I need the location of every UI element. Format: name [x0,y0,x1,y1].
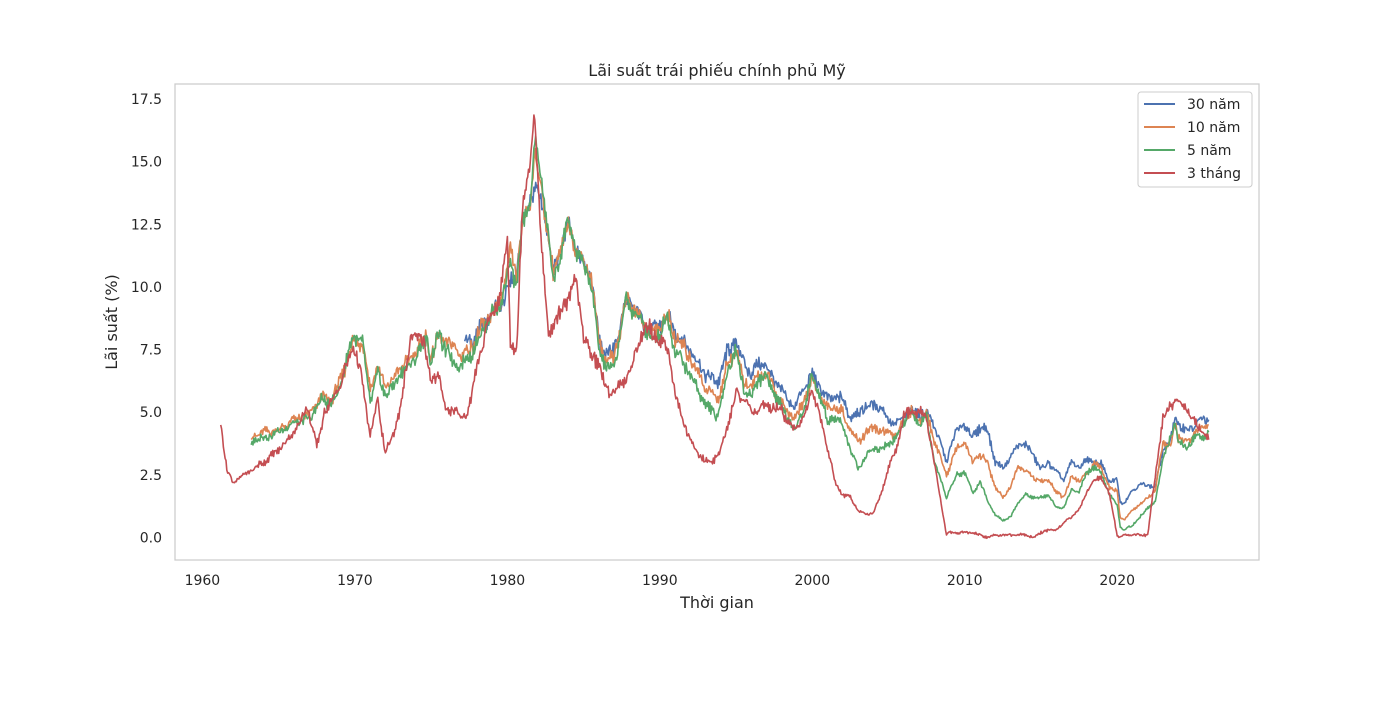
x-tick-label: 2000 [794,573,830,589]
legend-label: 10 năm [1187,120,1240,136]
legend-box [1137,91,1253,188]
y-tick-label: 5.0 [140,405,162,421]
y-axis-label: Lãi suất (%) [102,274,121,370]
x-tick-label: 2010 [947,573,983,589]
y-tick-label: 7.5 [140,343,162,359]
y-tick-label: 2.5 [140,468,162,484]
tick-layer: 1960 1970 1980 1990 2000 2010 2020 0.0 2.5 5.0 7.5… [131,92,1135,589]
legend-label: 5 năm [1187,143,1231,159]
legend-label: 3 tháng [1187,166,1241,182]
chart-title: Lãi suất trái phiếu chính phủ Mỹ [588,61,845,80]
y-tick-label: 15.0 [131,155,162,171]
series-line-3 [250,134,1210,531]
y-tick-label: 17.5 [131,92,162,108]
x-tick-label: 1970 [337,573,373,589]
y-tick-label: 10.0 [131,280,162,296]
x-axis-label: Thời gian [679,593,754,612]
series-layer [219,114,1210,540]
x-tick-label: 1990 [642,573,678,589]
legend: 30 năm 10 năm 5 năm 3 tháng [1137,91,1253,188]
series-line-1 [463,181,1210,506]
y-tick-label: 12.5 [131,217,162,233]
x-tick-label: 1960 [185,573,221,589]
x-tick-label: 1980 [490,573,526,589]
series-line-4 [219,114,1210,540]
plot-area-frame [174,83,1260,561]
x-tick-label: 2020 [1099,573,1135,589]
legend-label: 30 năm [1187,97,1240,113]
y-tick-label: 0.0 [140,531,162,547]
series-line-2 [250,147,1209,521]
